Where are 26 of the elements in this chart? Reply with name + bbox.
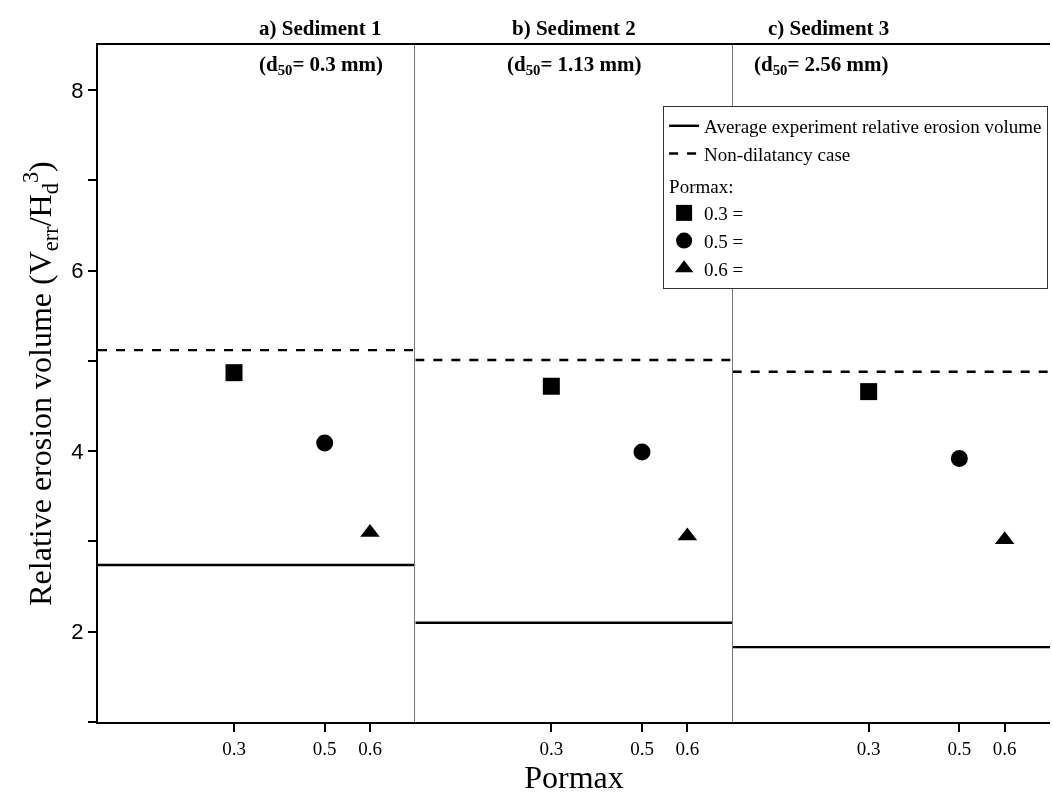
- y-tick-label: 8: [71, 77, 84, 103]
- y-tick-label: 4: [71, 438, 84, 464]
- x-tick-label: 0.3: [856, 737, 881, 759]
- x-tick-label: 0.5: [947, 737, 972, 759]
- x-tick-label: 0.3: [539, 737, 564, 759]
- legend-label: Average experiment relative erosion volume: [704, 116, 1042, 138]
- x-tick-label: 0.3: [222, 737, 246, 759]
- x-tick-label: 0.5: [312, 737, 337, 759]
- legend-label: Non-dilatancy case: [704, 143, 851, 165]
- chart-title: c) Sediment 3: [768, 16, 890, 40]
- legend-title: Pormax:: [669, 175, 734, 197]
- x-tick-label: 0.6: [992, 737, 1017, 759]
- legend-label: 0.5 =: [704, 230, 744, 252]
- chart-subtitle: (d$_{50}$= 0.3 mm): [259, 52, 384, 79]
- chart-title: b) Sediment 2: [512, 16, 636, 40]
- chart-subtitle: (d$_{50}$= 2.56 mm): [754, 52, 889, 79]
- chart-subtitle: (d$_{50}$= 1.13 mm): [507, 52, 642, 79]
- x-axis-title: Pormax: [524, 758, 624, 795]
- x-tick-label: 0.6: [358, 737, 382, 759]
- y-tick-label: 6: [71, 258, 84, 284]
- legend-label: 0.6 =: [704, 258, 744, 280]
- legend-label: 0.3 =: [704, 203, 744, 225]
- chart-title: a) Sediment 1: [259, 16, 382, 40]
- x-tick-label: 0.6: [675, 737, 700, 759]
- y-tick-label: 2: [71, 619, 84, 645]
- x-tick-label: 0.5: [630, 737, 654, 759]
